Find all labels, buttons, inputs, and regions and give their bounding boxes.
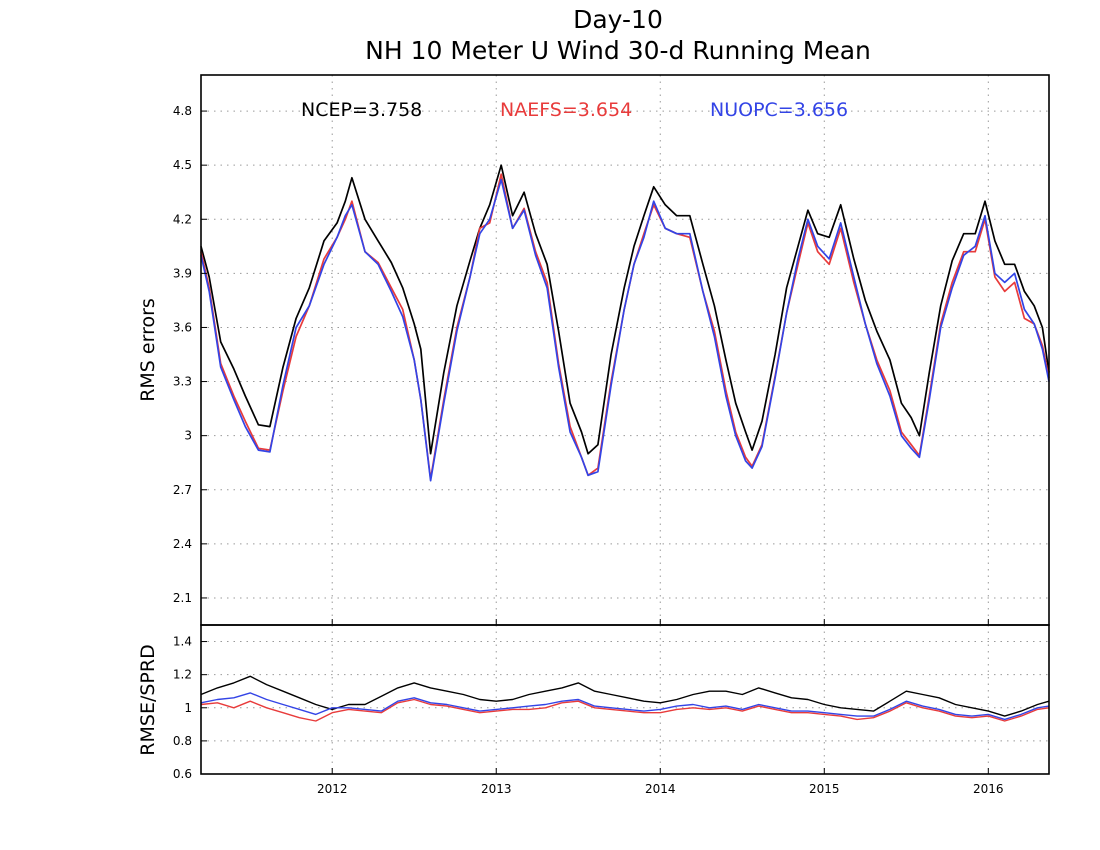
- top-y-tick-label: 2.7: [173, 483, 192, 497]
- top-y-tick-label: 4.8: [173, 104, 192, 118]
- bottom-y-tick-label: 0.6: [173, 767, 192, 781]
- bottom-y-tick-label: 1.4: [173, 635, 192, 649]
- top-grid: [201, 75, 1049, 625]
- legend-stat-ncep: NCEP=3.758: [301, 99, 422, 121]
- x-tick-label: 2013: [481, 782, 512, 796]
- bottom-series-lines: [200, 675, 1050, 722]
- top-series-line-naefs: [200, 173, 1050, 480]
- top-y-tick-label: 3.6: [173, 320, 192, 334]
- legend-stat-nuopc: NUOPC=3.656: [710, 99, 848, 121]
- top-y-tick-label: 3: [184, 429, 192, 443]
- top-series-line-ncep: [200, 164, 1050, 455]
- bottom-y-axis-label: RMSE/SPRD: [137, 644, 159, 755]
- bottom-plot-frame: [200, 624, 1050, 775]
- bottom-series-line-naefs: [200, 698, 1050, 722]
- top-series-lines: [200, 164, 1050, 482]
- top-y-axis-label: RMS errors: [137, 298, 159, 402]
- top-y-tick-label: 3.9: [173, 266, 192, 280]
- top-y-tick-label: 4.2: [173, 212, 192, 226]
- legend-stat-naefs: NAEFS=3.654: [500, 99, 632, 121]
- bottom-y-tick-label: 1.2: [173, 668, 192, 682]
- x-tick-label: 2012: [317, 782, 348, 796]
- top-series-line-nuopc: [200, 178, 1050, 482]
- top-y-tick-label: 2.4: [173, 537, 192, 551]
- top-y-ticks: 2.1 2.4 2.7 3 3.3 3.6 3.9 4.2 4.5 4.8: [173, 104, 207, 605]
- bottom-series-line-ncep: [200, 675, 1050, 717]
- bottom-y-ticks: 0.6 0.8 1 1.2 1.4: [173, 635, 207, 781]
- x-tick-label: 2014: [645, 782, 676, 796]
- bottom-y-tick-label: 1: [184, 701, 192, 715]
- bottom-y-tick-label: 0.8: [173, 734, 192, 748]
- bottom-series-line-nuopc: [200, 692, 1050, 721]
- top-y-tick-label: 4.5: [173, 158, 192, 172]
- top-y-tick-label: 2.1: [173, 591, 192, 605]
- x-ticks: 2012 2013 2014 2015 2016: [317, 782, 1004, 796]
- x-tick-label: 2016: [973, 782, 1004, 796]
- bottom-grid: [201, 625, 1049, 774]
- x-tick-label: 2015: [809, 782, 840, 796]
- chart-title: Day-10: [573, 5, 663, 34]
- chart-subtitle: NH 10 Meter U Wind 30-d Running Mean: [365, 36, 871, 65]
- top-y-tick-label: 3.3: [173, 375, 192, 389]
- top-plot-frame: [200, 74, 1050, 626]
